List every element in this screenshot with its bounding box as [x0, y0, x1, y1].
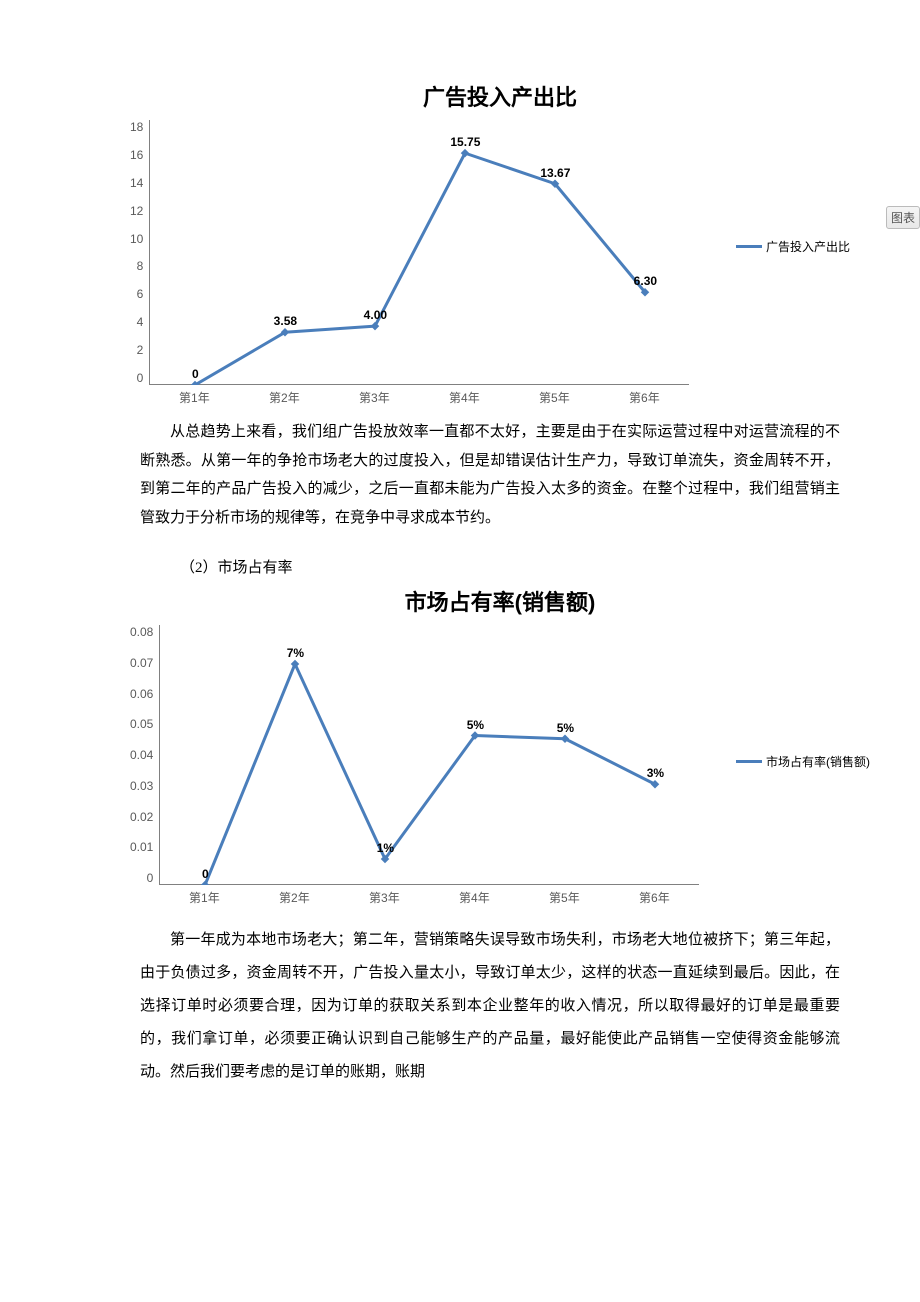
x-tick-label: 第1年 — [149, 389, 239, 406]
chart-1-line-svg — [150, 120, 690, 385]
x-tick-label: 第5年 — [509, 389, 599, 406]
y-tick-label: 0 — [137, 371, 144, 385]
chart-1-y-axis: 18 16 14 12 10 8 6 4 2 0 — [130, 120, 149, 385]
y-tick-label: 18 — [130, 120, 143, 134]
chart-badge: 图表 — [886, 206, 920, 229]
chart-2-legend: 市场占有率(销售额) — [736, 753, 870, 770]
data-point-label: 4.00 — [364, 308, 387, 322]
y-tick-label: 12 — [130, 204, 143, 218]
y-tick-label: 0.01 — [130, 840, 153, 854]
y-tick-label: 14 — [130, 176, 143, 190]
paragraph-1: 从总趋势上来看，我们组广告投放效率一直都不太好，主要是由于在实际运营过程中对运营… — [50, 406, 870, 532]
chart-2-plot: 0 7% 1% 5% 5% 3% — [159, 625, 699, 885]
y-tick-label: 0.07 — [130, 656, 153, 670]
data-point-label: 13.67 — [540, 166, 570, 180]
chart-2-y-axis: 0.08 0.07 0.06 0.05 0.04 0.03 0.02 0.01 0 — [130, 625, 159, 885]
x-tick-label: 第4年 — [419, 389, 509, 406]
chart-1-x-axis: 第1年第2年第3年第4年第5年第6年 — [149, 385, 689, 406]
y-tick-label: 2 — [137, 343, 144, 357]
x-tick-label: 第6年 — [609, 889, 699, 906]
y-tick-label: 10 — [130, 232, 143, 246]
section-2-label: （2）市场占有率 — [50, 532, 870, 585]
data-point-label: 0 — [192, 367, 199, 381]
chart-1-legend-label: 广告投入产出比 — [766, 238, 850, 255]
paragraph-2: 第一年成为本地市场老大；第二年，营销策略失误导致市场失利，市场老大地位被挤下；第… — [50, 906, 870, 1089]
data-point-label: 15.75 — [450, 135, 480, 149]
y-tick-label: 0.06 — [130, 687, 153, 701]
data-point-label: 6.30 — [634, 274, 657, 288]
x-tick-label: 第3年 — [339, 889, 429, 906]
y-tick-label: 16 — [130, 148, 143, 162]
data-point-label: 7% — [287, 646, 304, 660]
chart-1-block: 广告投入产出比 18 16 14 12 10 8 6 4 2 0 0 3.58 4.00 15.75 13… — [130, 80, 870, 406]
chart-1-legend: 广告投入产出比 — [736, 238, 850, 255]
y-tick-label: 8 — [137, 259, 144, 273]
y-tick-label: 4 — [137, 315, 144, 329]
y-tick-label: 6 — [137, 287, 144, 301]
x-tick-label: 第1年 — [159, 889, 249, 906]
chart-2-block: 市场占有率(销售额) 0.080.070.060.050.040.030.020… — [130, 585, 870, 906]
data-point-label: 5% — [467, 717, 484, 731]
chart-2-x-axis: 第1年第2年第3年第4年第5年第6年 — [159, 885, 699, 906]
y-tick-label: 0.02 — [130, 810, 153, 824]
document-page: 广告投入产出比 18 16 14 12 10 8 6 4 2 0 0 3.58 4.00 15.75 13… — [0, 0, 920, 1129]
x-tick-label: 第3年 — [329, 389, 419, 406]
chart-1-title: 广告投入产出比 — [130, 80, 870, 112]
data-point-label: 1% — [377, 841, 394, 855]
x-tick-label: 第2年 — [239, 389, 329, 406]
x-tick-label: 第6年 — [599, 389, 689, 406]
legend-line-icon — [736, 245, 762, 248]
legend-line-icon — [736, 760, 762, 763]
y-tick-label: 0.03 — [130, 779, 153, 793]
x-tick-label: 第4年 — [429, 889, 519, 906]
y-tick-label: 0 — [147, 871, 154, 885]
x-tick-label: 第2年 — [249, 889, 339, 906]
paragraph-2-text: 第一年成为本地市场老大；第二年，营销策略失误导致市场失利，市场老大地位被挤下；第… — [140, 924, 840, 1089]
y-tick-label: 0.04 — [130, 748, 153, 762]
paragraph-1-text: 从总趋势上来看，我们组广告投放效率一直都不太好，主要是由于在实际运营过程中对运营… — [140, 418, 840, 532]
chart-2-legend-label: 市场占有率(销售额) — [766, 753, 870, 770]
y-tick-label: 0.08 — [130, 625, 153, 639]
data-point-label: 0 — [202, 867, 209, 881]
data-point-label: 3% — [647, 766, 664, 780]
data-point-label: 3.58 — [274, 314, 297, 328]
chart-2-title: 市场占有率(销售额) — [130, 585, 870, 617]
chart-2-line-svg — [160, 625, 700, 885]
y-tick-label: 0.05 — [130, 717, 153, 731]
chart-1-plot: 0 3.58 4.00 15.75 13.67 6.30 — [149, 120, 689, 385]
x-tick-label: 第5年 — [519, 889, 609, 906]
data-point-label: 5% — [557, 721, 574, 735]
